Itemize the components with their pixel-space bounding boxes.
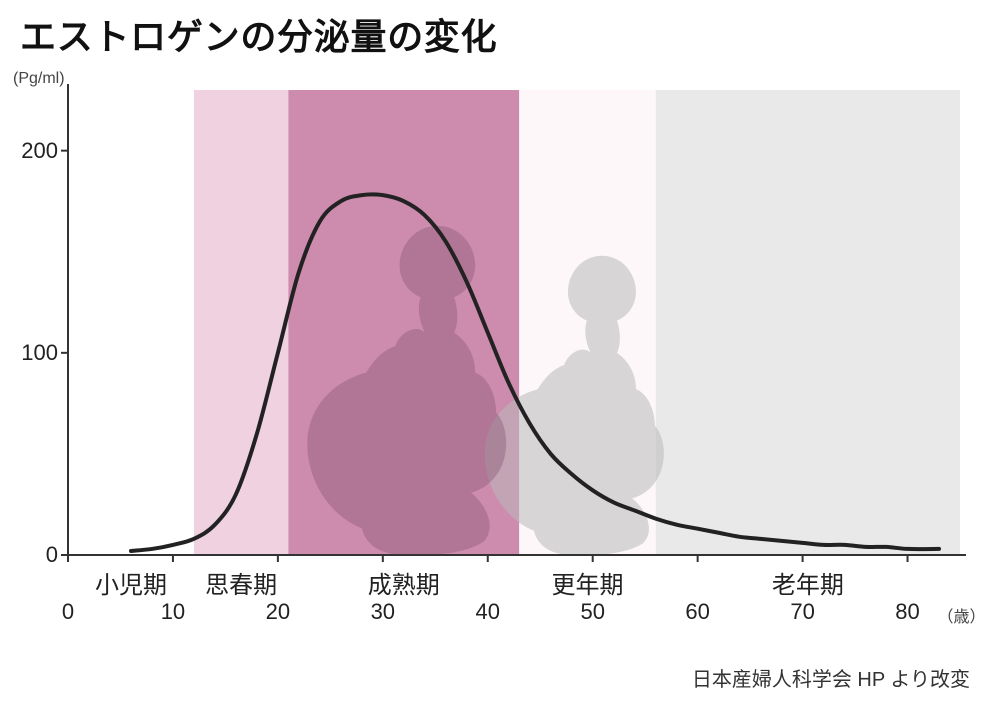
y-tick-label: 0: [8, 542, 58, 568]
life-stage-label: 思春期: [205, 565, 277, 600]
x-tick-label: 80: [895, 599, 919, 625]
x-tick-label: 60: [685, 599, 709, 625]
y-tick-label: 100: [8, 340, 58, 366]
life-stage-label: 成熟期: [368, 565, 440, 600]
x-tick-label: 50: [580, 599, 604, 625]
life-stage-label: 更年期: [551, 565, 623, 600]
life-stage-band: [68, 90, 194, 555]
x-tick-label: 0: [62, 599, 74, 625]
x-tick-label: 20: [266, 599, 290, 625]
x-tick-label: 30: [371, 599, 395, 625]
y-tick-label: 200: [8, 138, 58, 164]
attribution-text: 日本産婦人科学会 HP より改変: [692, 663, 970, 692]
x-tick-label: 40: [476, 599, 500, 625]
x-tick-label: 70: [790, 599, 814, 625]
page-title: エストロゲンの分泌量の変化: [20, 8, 980, 60]
y-axis-unit: (Pg/ml): [13, 70, 65, 88]
life-stage-band: [656, 90, 960, 555]
life-stage-label: 老年期: [772, 565, 844, 600]
x-axis-unit: （歳）: [938, 603, 986, 627]
chart-canvas: [0, 0, 1000, 706]
life-stage-label: 小児期: [95, 565, 167, 600]
x-tick-label: 10: [161, 599, 185, 625]
page-root: エストロゲンの分泌量の変化 日本産婦人科学会 HP より改変 (Pg/ml) 0 1…: [0, 0, 1000, 706]
